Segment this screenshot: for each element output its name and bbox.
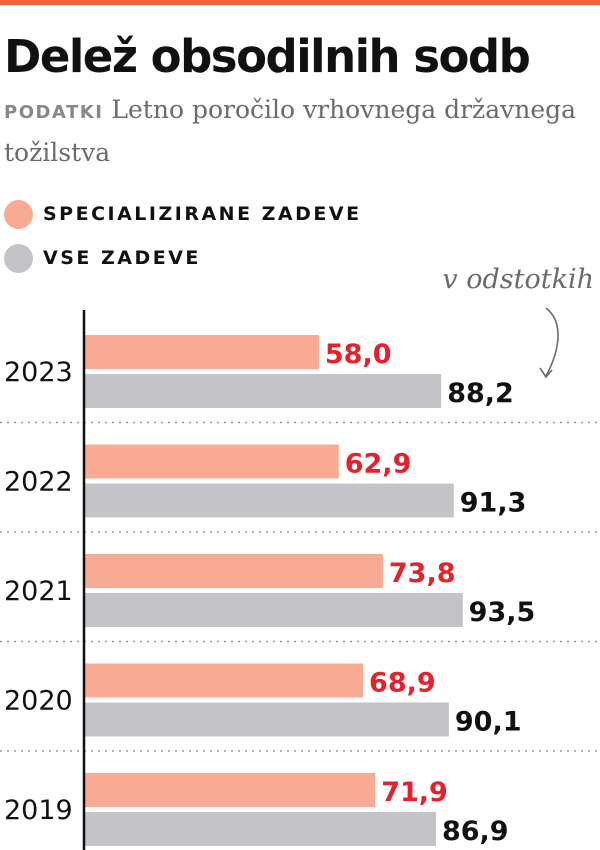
bar-all (84, 702, 449, 737)
data-label-all: 90,1 (455, 707, 522, 738)
curved-arrow-down-icon (539, 307, 559, 379)
chart-title: Delež obsodilnih sodb (4, 30, 531, 83)
data-label-specialized: 73,8 (389, 558, 456, 589)
top-accent-line (0, 0, 600, 5)
y-tick-label: 2023 (4, 357, 73, 388)
bar-all (84, 374, 442, 408)
data-label-specialized: 58,0 (325, 339, 392, 370)
source-label: PODATKI (4, 102, 104, 123)
bar-specialized (84, 444, 339, 479)
bar-specialized (84, 335, 319, 369)
y-tick-label: 2020 (4, 686, 73, 717)
legend-item-specialized: SPECIALIZIRANE ZADEVE (4, 192, 362, 236)
legend-label-specialized: SPECIALIZIRANE ZADEVE (43, 203, 362, 225)
bar-all (84, 812, 436, 846)
data-label-specialized: 71,9 (381, 777, 448, 808)
bar-all (84, 593, 463, 627)
y-tick-label: 2022 (4, 467, 73, 498)
y-tick-label: 2019 (4, 795, 73, 826)
data-label-specialized: 62,9 (345, 449, 412, 480)
legend: SPECIALIZIRANE ZADEVE VSE ZADEVE (4, 192, 362, 280)
bar-specialized (84, 663, 364, 698)
data-label-specialized: 68,9 (369, 668, 436, 699)
data-label-all: 93,5 (469, 597, 536, 628)
bar-specialized (84, 554, 383, 588)
data-label-all: 86,9 (442, 816, 509, 847)
source-line: PODATKI Letno poročilo vrhovnega državneg… (4, 90, 584, 173)
legend-item-all: VSE ZADEVE (4, 236, 362, 280)
unit-note: v odstotkih (442, 264, 594, 295)
bar-specialized (84, 773, 376, 807)
bar-all (84, 483, 454, 518)
legend-swatch-all (4, 243, 33, 273)
legend-label-all: VSE ZADEVE (43, 247, 201, 269)
legend-swatch-specialized (4, 199, 33, 229)
y-tick-label: 2021 (4, 576, 73, 607)
data-label-all: 88,2 (447, 378, 514, 409)
source-text: Letno poročilo vrhovnega državnega tožil… (4, 95, 577, 167)
data-label-all: 91,3 (460, 488, 527, 519)
